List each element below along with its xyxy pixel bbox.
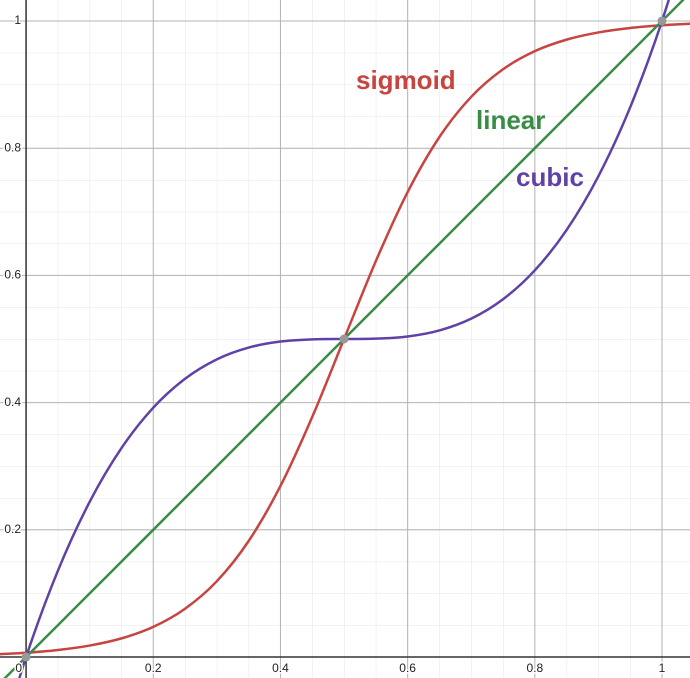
x-tick-label: 0.2 [145, 661, 162, 675]
x-tick-label: 0.4 [272, 661, 289, 675]
x-tick-label: 1 [659, 661, 666, 675]
x-tick-label: 0 [15, 661, 22, 675]
y-tick-label: 1 [14, 13, 21, 27]
y-tick-label: 0.8 [4, 140, 21, 154]
intersection-point [21, 652, 31, 662]
y-tick-label: 0.6 [4, 268, 21, 282]
labels: 0 0.2 0.4 0.6 0.8 1 0.2 0.4 0.6 0.8 1 [3, 12, 667, 677]
annotation: cubic [516, 162, 584, 192]
intersection-point [657, 16, 667, 26]
x-tick-label: 0.6 [399, 661, 416, 675]
intersection-point [339, 334, 349, 344]
annotation: linear [476, 105, 545, 135]
annotation: sigmoid [356, 65, 456, 95]
x-tick-label: 0.8 [526, 661, 543, 675]
y-tick-label: 0.2 [4, 522, 21, 536]
y-tick-label: 0.4 [4, 395, 21, 409]
